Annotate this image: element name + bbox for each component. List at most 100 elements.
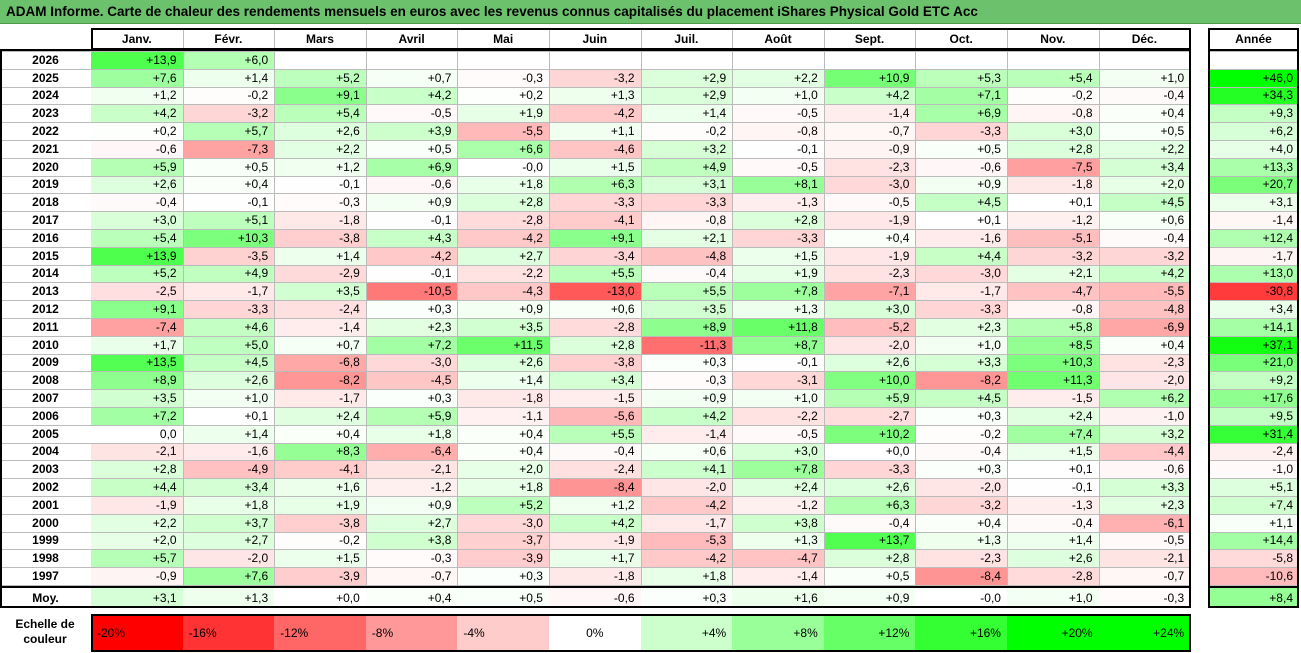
grid-line [1208,157,1299,159]
heatmap-cell: +2,2 [1098,140,1191,158]
year-label: 2002 [32,480,59,495]
year-label: 1997 [32,569,59,584]
heatmap-cell: +2,4 [1007,407,1099,425]
grid-line [0,122,1191,124]
heatmap-cell: +4,2 [365,86,458,105]
grid-line [1208,86,1299,88]
heatmap-cell: -5,3 [640,531,733,550]
year-label: 2024 [32,88,59,103]
color-scale-swatch: -16% [182,615,275,651]
heatmap-cell: -3,3 [823,460,916,479]
heatmap-cell: +5,0 [182,335,275,354]
annual-return-cell: +9,2 [1208,371,1299,390]
heatmap-cell: +1,2 [91,86,183,105]
grid-line [0,300,1191,302]
heatmap-cell: +1,3 [549,86,641,105]
heatmap-cell [915,51,1007,69]
heatmap-cell: +4,2 [640,407,733,425]
heatmap-cell: +2,8 [549,335,641,354]
heatmap-cell: +11,8 [732,318,824,336]
heatmap-cell: +2,6 [182,371,275,390]
heatmap-cell: -1,2 [365,478,458,496]
heatmap-cell: -0,4 [549,442,641,461]
heatmap-cell [1007,51,1099,69]
average-cell: +0,0 [274,588,366,608]
grid-line [0,211,1191,213]
heatmap-cell: -3,3 [915,300,1007,318]
heatmap-cell: -6,4 [365,442,458,461]
heatmap-cell: -0,1 [365,211,458,229]
heatmap-cell: +1,8 [457,175,549,194]
heatmap-cell: +0,3 [365,389,458,407]
heatmap-cell: -1,7 [182,282,275,301]
heatmap-cell: -1,5 [549,389,641,407]
color-scale-swatch: -20% [91,615,183,651]
heatmap-cell: -0,5 [732,424,824,443]
heatmap-cell: +3,3 [1098,478,1191,496]
average-cell: -0,0 [915,588,1007,608]
annual-return-cell: -1,4 [1208,211,1299,229]
heatmap-cell: -0,6 [915,157,1007,176]
year-label: 1998 [32,551,59,566]
heatmap-cell: -7,3 [182,140,275,158]
grid-line [1208,407,1299,408]
color-scale-swatch: 0% [549,615,641,651]
heatmap-cell: -0,7 [365,567,458,585]
average-cell: +0,5 [457,588,549,608]
year-label: 2025 [32,70,59,85]
heatmap-cell: -2,2 [732,407,824,425]
heatmap-cell: +10,2 [823,424,916,443]
heatmap-cell: -3,3 [732,229,824,247]
grid-line [0,513,1191,515]
heatmap-cell: +6,9 [365,157,458,176]
heatmap-cell: -8,2 [915,371,1007,390]
heatmap-cell: +5,2 [274,68,366,87]
heatmap-cell: -0,4 [1098,86,1191,105]
grid-line [0,389,1191,391]
heatmap-cell: +13,9 [91,51,183,69]
heatmap-cell: +2,8 [91,460,183,479]
heatmap-cell: +0,9 [915,175,1007,194]
heatmap-cell: +3,0 [732,442,824,461]
heatmap-cell: +13,7 [823,531,916,550]
heatmap-cell: -0,1 [732,353,824,372]
grid-line [182,29,184,585]
heatmap-cell: -0,2 [1007,86,1099,105]
average-cell: +0,4 [365,588,458,608]
average-cell: +0,9 [823,588,916,608]
heatmap-cell: +0,9 [365,496,458,514]
heatmap-cell: -2,8 [549,318,641,336]
grid-line [0,371,1191,373]
heatmap-cell: +3,8 [732,513,824,532]
heatmap-cell: +5,3 [915,68,1007,87]
heatmap-cell: -2,9 [274,264,366,283]
year-label: 2018 [32,195,59,210]
heatmap-cell: +6,3 [823,496,916,514]
month-header: Févr. [214,32,243,46]
grid-line [274,29,276,585]
heatmap-cell: -0,8 [640,211,733,229]
year-label: 2026 [32,52,59,67]
heatmap-cell: -3,3 [640,193,733,212]
color-scale-swatch: +24% [1098,615,1191,651]
heatmap-cell: +0,5 [182,157,275,176]
grid-line [0,318,1191,319]
heatmap-cell: +3,2 [640,140,733,158]
heatmap-cell: +1,8 [640,567,733,585]
heatmap-cell: -7,1 [823,282,916,301]
heatmap-cell: +1,1 [549,122,641,140]
heatmap-cell: +0,2 [457,86,549,105]
month-header: Mars [305,32,334,46]
heatmap-cell: +8,5 [1007,335,1099,354]
month-header: Nov. [1040,32,1066,46]
average-cell: -0,6 [549,588,641,608]
heatmap-cell: +5,5 [549,424,641,443]
grid-line [1208,300,1299,302]
heatmap-cell: +2,2 [732,68,824,87]
year-column-header: Année [1235,32,1272,46]
grid-line [0,157,1191,159]
heatmap-cell: +4,4 [915,246,1007,265]
heatmap-cell: +8,1 [732,175,824,194]
grid-line [1208,264,1299,266]
heatmap-cell: +0,1 [1007,193,1099,212]
